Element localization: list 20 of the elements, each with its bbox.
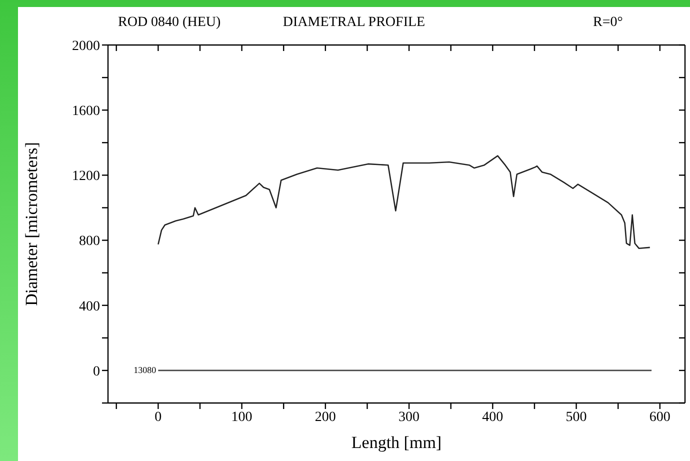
x-tick-label: 600	[649, 410, 670, 425]
x-tick-label: 400	[482, 410, 504, 425]
x-tick-label: 500	[566, 410, 587, 425]
x-tick-label: 300	[398, 410, 420, 425]
y-tick-label: 400	[79, 299, 100, 314]
y-tick-label: 1600	[72, 104, 100, 120]
x-tick-label: 100	[231, 410, 252, 425]
x-axis-title: Length [mm]	[350, 433, 443, 453]
chart-title: DIAMETRAL PROFILE	[282, 15, 426, 30]
y-tick-label: 800	[79, 234, 100, 250]
x-tick-label: 0	[154, 410, 162, 425]
line-series	[158, 155, 651, 250]
x-tick-label: 200	[314, 410, 336, 425]
text: R=0°	[593, 15, 623, 31]
text: ROD 0840 (HEU)	[118, 15, 221, 31]
y-tick-label: 0	[93, 364, 100, 380]
y-tick-label: 1200	[72, 169, 100, 184]
y-tick-label: 2000	[72, 38, 100, 54]
annotation: 13080	[132, 364, 156, 376]
y-axis-title: Diameter [micrometers]	[22, 142, 42, 306]
